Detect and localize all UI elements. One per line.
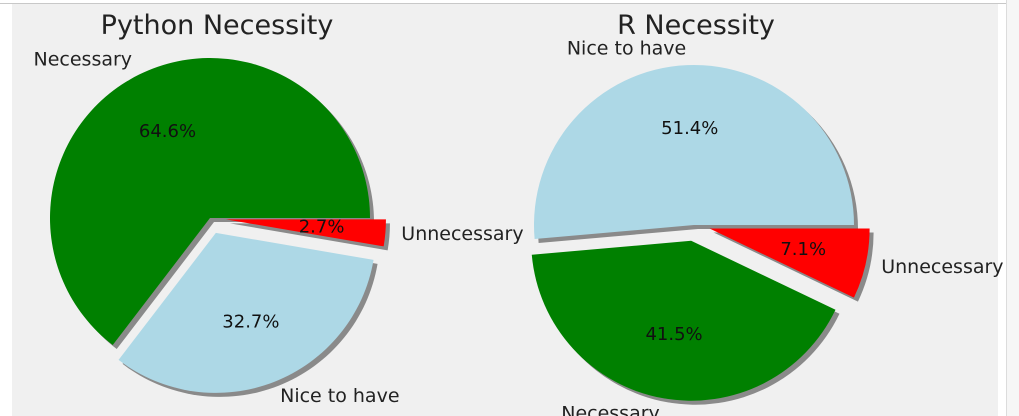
label-group: Necessary 64.6% Nice to have 32.7% Unnecessa…: [34, 49, 524, 408]
label-group: Nice to have 51.4% Necessary 41.5% Unnecessa…: [561, 38, 1003, 416]
slice-label-necessary: Necessary: [34, 49, 133, 71]
percent-label-nice-to-have: 32.7%: [222, 311, 279, 332]
percent-label-unnecessary: 7.1%: [780, 239, 826, 260]
slice-label-nice-to-have: Nice to have: [280, 385, 399, 407]
slice-label-nice-to-have: Nice to have: [567, 38, 686, 60]
chart-title: Python Necessity: [101, 10, 334, 41]
wedge-nice-to-have: [118, 232, 374, 393]
chart-title: R Necessity: [617, 10, 775, 41]
wedge-necessary: [49, 57, 371, 346]
r-necessity-pie: R Necessity Nice to have 51.4% Necessary 41…: [531, 10, 1004, 416]
percent-label-necessary: 64.6%: [139, 121, 196, 142]
scrollbar-track[interactable]: [1006, 0, 1019, 416]
wedge-unnecessary: [225, 219, 386, 247]
slice-label-unnecessary: Unnecessary: [401, 223, 523, 245]
wedge-unnecessary: [709, 228, 870, 298]
percent-label-unnecessary: 2.7%: [299, 216, 345, 237]
slice-label-unnecessary: Unnecessary: [881, 256, 1003, 278]
wedge-necessary: [531, 240, 836, 401]
wedge-nice-to-have: [534, 65, 854, 240]
slice-label-necessary: Necessary: [561, 402, 660, 416]
percent-label-nice-to-have: 51.4%: [661, 118, 718, 139]
python-necessity-pie: Python Necessity Necessary 64.6% Nice to h…: [34, 10, 524, 407]
wedge-group: [49, 57, 386, 393]
top-border: [0, 0, 1010, 4]
percent-label-necessary: 41.5%: [645, 324, 702, 345]
wedge-group: [531, 65, 870, 401]
